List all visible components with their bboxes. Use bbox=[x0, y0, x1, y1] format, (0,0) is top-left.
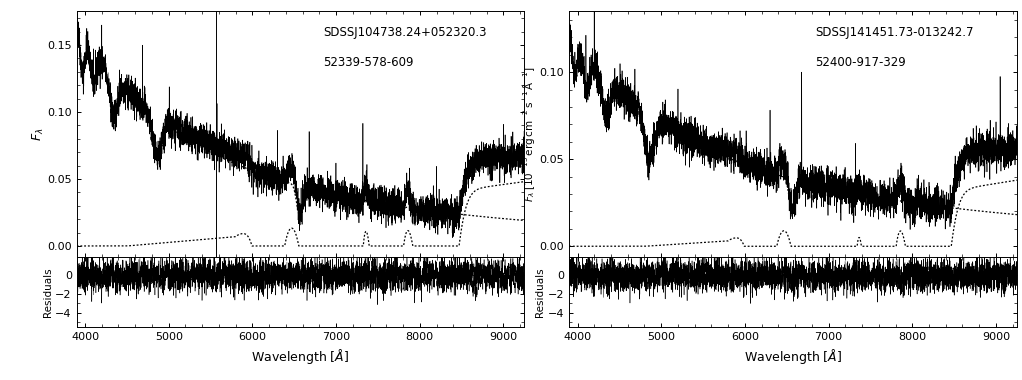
X-axis label: Wavelength [$\AA$]: Wavelength [$\AA$] bbox=[744, 347, 842, 366]
Y-axis label: $F_\lambda$: $F_\lambda$ bbox=[31, 127, 46, 141]
Y-axis label: Residuals: Residuals bbox=[536, 267, 545, 317]
Text: 52400-917-329: 52400-917-329 bbox=[816, 55, 907, 68]
Text: SDSSJ104738.24+052320.3: SDSSJ104738.24+052320.3 bbox=[323, 26, 486, 39]
Y-axis label: $F_\lambda\,[10^{-15}\,{\rm erg\,cm^{-2}\,s^{-1}\,\AA^{-1}}]$: $F_\lambda\,[10^{-15}\,{\rm erg\,cm^{-2}… bbox=[521, 66, 537, 202]
Text: 52339-578-609: 52339-578-609 bbox=[323, 55, 414, 68]
Text: SDSSJ141451.73-013242.7: SDSSJ141451.73-013242.7 bbox=[816, 26, 974, 39]
X-axis label: Wavelength [$\AA$]: Wavelength [$\AA$] bbox=[251, 347, 350, 366]
Y-axis label: Residuals: Residuals bbox=[43, 267, 52, 317]
